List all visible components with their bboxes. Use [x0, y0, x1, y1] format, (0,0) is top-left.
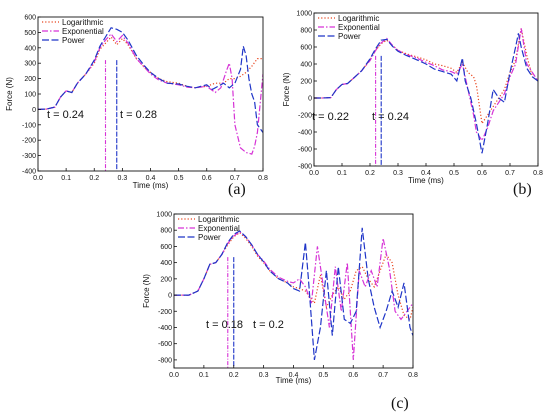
annotation-label: t = 0.18 [206, 319, 243, 331]
y-tick-label: 400 [300, 62, 312, 69]
legend-label: Power [198, 233, 221, 242]
annotation-label: t = 0.2 [253, 319, 284, 331]
chart-panel-a: 0.0 0.1 0.2 0.3 0.4 0.5 0.6 0.7 0.8 -400 -300 -200 -… [5, 15, 268, 199]
x-axis-label: Time (ms) [408, 176, 444, 185]
x-tick-label: 0.6 [202, 175, 212, 182]
legend-label: Power [338, 32, 361, 41]
x-tick-label: 0.6 [477, 170, 487, 177]
legend-label: Logarithmic [198, 215, 239, 224]
annotation-label: t = 0.24 [372, 111, 409, 123]
y-tick-label: 400 [160, 260, 172, 267]
y-tick-label: 500 [24, 30, 36, 37]
y-tick-label: 800 [300, 28, 312, 35]
y-tick-label: -600 [298, 147, 312, 154]
y-tick-label: -800 [298, 164, 312, 171]
chart-panel-b: 0.0 0.1 0.2 0.3 0.4 0.5 0.6 0.7 0.8 -800 -600 -400 -… [282, 11, 543, 199]
annotation-label: t = 0.22 [312, 111, 349, 123]
x-tick-label: 0.5 [449, 170, 459, 177]
x-tick-label: 0.3 [118, 175, 128, 182]
legend-label: Exponential [338, 23, 380, 32]
chart-panel-c: 0.0 0.1 0.2 0.3 0.4 0.5 0.6 0.7 0.8 -800 -600 -400 -… [142, 212, 418, 413]
series-line-power [314, 33, 538, 154]
x-tick-label: 0.1 [61, 175, 71, 182]
y-tick-label: 200 [300, 79, 312, 86]
y-tick-label: -300 [22, 153, 36, 160]
y-tick-label: -200 [22, 138, 36, 145]
y-tick-label: 0 [308, 96, 312, 103]
x-tick-label: 0.1 [199, 372, 209, 379]
legend-label: Logarithmic [338, 14, 379, 23]
x-tick-label: 0.0 [309, 170, 319, 177]
x-tick-label: 0.5 [174, 175, 184, 182]
y-tick-label: 0 [168, 293, 172, 300]
y-tick-label: 600 [24, 15, 36, 22]
y-tick-label: -100 [22, 122, 36, 129]
x-tick-label: 0.2 [89, 175, 99, 182]
x-tick-label: 0.5 [319, 372, 329, 379]
y-axis-label: Force (N) [282, 72, 291, 106]
y-tick-label: 400 [24, 45, 36, 52]
y-tick-label: -400 [22, 169, 36, 176]
x-tick-label: 0.1 [337, 170, 347, 177]
y-tick-label: 600 [160, 244, 172, 251]
x-tick-label: 0.3 [393, 170, 403, 177]
x-axis-label: Time (ms) [133, 181, 169, 190]
y-tick-label: -400 [158, 325, 172, 332]
series-line-exponential [38, 32, 263, 155]
x-tick-label: 0.8 [258, 175, 268, 182]
series-line-exponential [314, 28, 538, 142]
legend-label: Exponential [62, 27, 104, 36]
series-line-logarithmic [38, 36, 263, 110]
panel-label: (b) [513, 181, 532, 198]
series-line-logarithmic [314, 28, 538, 126]
y-tick-label: 200 [160, 276, 172, 283]
y-tick-label: -200 [158, 309, 172, 316]
x-tick-label: 0.8 [533, 170, 543, 177]
legend-label: Power [62, 36, 85, 45]
x-tick-label: 0.0 [169, 372, 179, 379]
series-line-power [174, 227, 413, 361]
y-tick-label: 200 [24, 76, 36, 83]
series-line-exponential [174, 231, 413, 360]
y-tick-label: 300 [24, 61, 36, 68]
annotation-label: t = 0.28 [120, 109, 157, 121]
y-tick-label: 0 [32, 107, 36, 114]
y-tick-label: 1000 [296, 11, 312, 18]
y-tick-label: 800 [160, 228, 172, 235]
x-tick-label: 0.4 [421, 170, 431, 177]
y-tick-label: -400 [298, 130, 312, 137]
y-axis-label: Force (N) [142, 274, 151, 308]
panel-label: (c) [391, 395, 409, 412]
legend-label: Exponential [198, 224, 240, 233]
x-tick-label: 0.8 [408, 372, 418, 379]
x-tick-label: 0.7 [505, 170, 515, 177]
annotation-label: t = 0.24 [47, 109, 84, 121]
y-tick-label: -600 [158, 341, 172, 348]
y-axis-label: Force (N) [5, 77, 14, 111]
x-tick-label: 0.2 [365, 170, 375, 177]
series-line-logarithmic [174, 231, 413, 321]
x-tick-label: 0.7 [378, 372, 388, 379]
y-tick-label: -800 [158, 357, 172, 364]
x-axis-label: Time (ms) [276, 376, 312, 385]
y-tick-label: 1000 [156, 212, 172, 219]
y-tick-label: 600 [300, 45, 312, 52]
x-tick-label: 0.3 [259, 372, 269, 379]
y-tick-label: 100 [24, 92, 36, 99]
x-tick-label: 0.0 [33, 175, 43, 182]
series-line-power [38, 27, 263, 133]
legend-label: Logarithmic [62, 18, 103, 27]
x-tick-label: 0.4 [146, 175, 156, 182]
x-tick-label: 0.6 [348, 372, 358, 379]
y-tick-label: -200 [298, 113, 312, 120]
x-tick-label: 0.4 [289, 372, 299, 379]
x-tick-label: 0.7 [230, 175, 240, 182]
x-tick-label: 0.2 [229, 372, 239, 379]
panel-label: (a) [228, 181, 246, 198]
